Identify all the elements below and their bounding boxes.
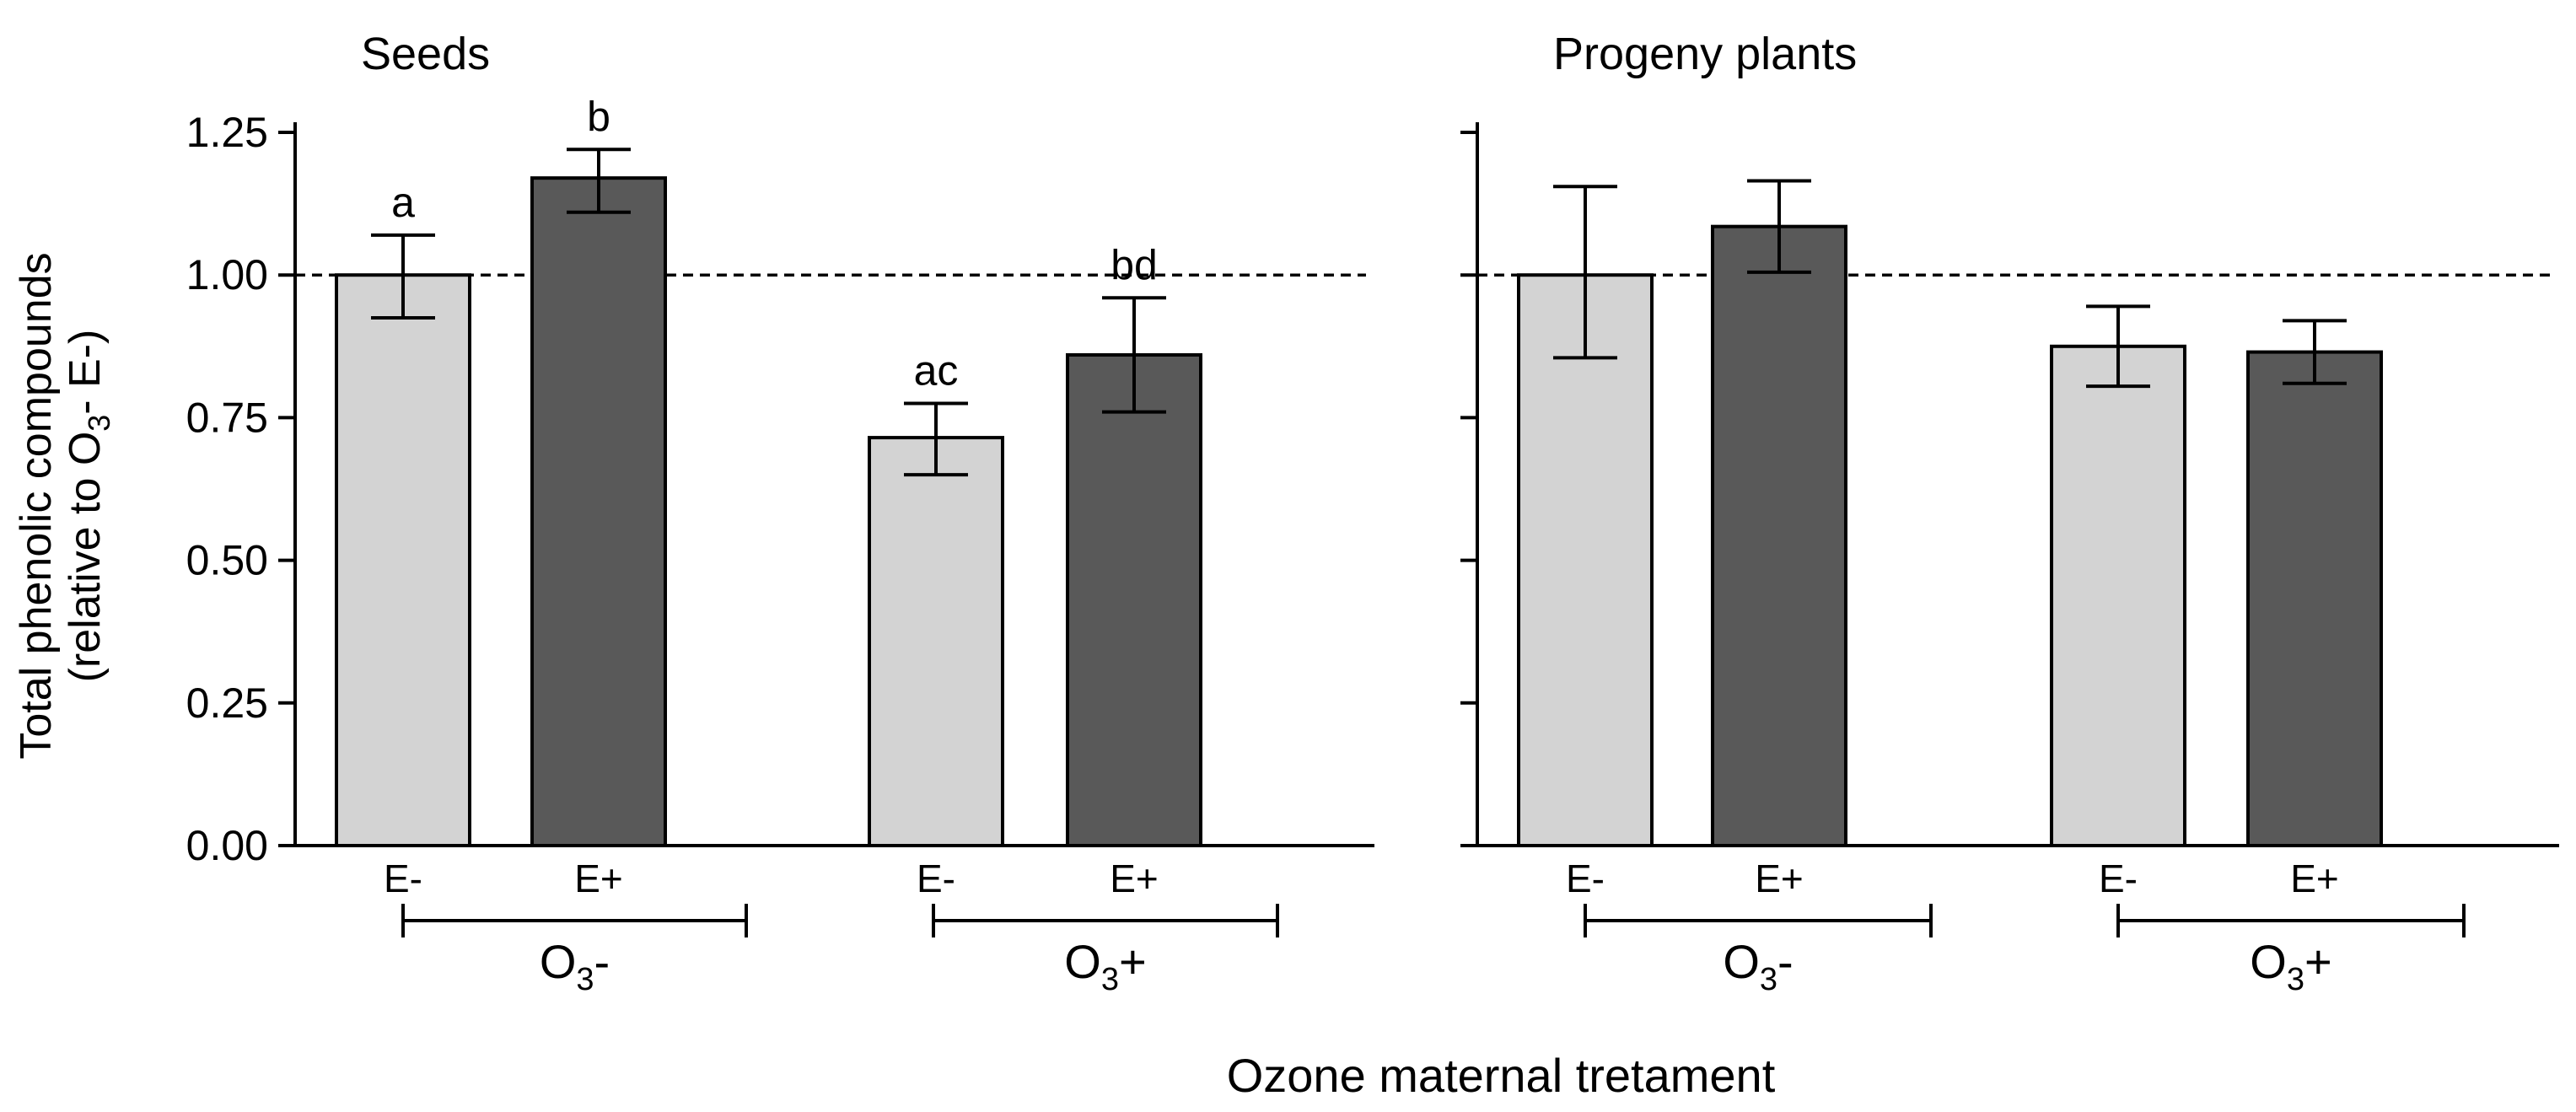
y-tick-label: 0.00: [186, 822, 268, 869]
category-label: E+: [574, 857, 623, 900]
panel-title-progeny: Progeny plants: [1553, 29, 1857, 79]
bar: [530, 176, 667, 848]
panel-seeds: 0.00 0.25 0.50 0.75 1.00 1.25 a E-b E+ O3- ac E-bd E…: [186, 93, 1374, 997]
category-label: E-: [384, 857, 422, 900]
y-tick-label: 0.25: [186, 680, 268, 727]
significance-letter: bd: [1111, 241, 1158, 288]
y-tick-label: 1.25: [186, 109, 268, 156]
category-label: E-: [1566, 857, 1605, 900]
y-tick-label: 0.50: [186, 537, 268, 584]
significance-letter: b: [587, 93, 610, 140]
x-axis-label: Ozone maternal tretament: [1227, 1049, 1776, 1102]
y-axis-label-line1: Total phenolic compounds: [12, 252, 61, 759]
bar: [1066, 352, 1202, 847]
panel-progeny: E- E+ O3- E- E+ O3+: [1460, 122, 2559, 997]
category-label: E+: [1110, 857, 1159, 900]
y-axis-label: Total phenolic compounds (relative to O3…: [12, 252, 116, 759]
group-label: O3+: [2250, 935, 2331, 997]
y-axis-label-line2: (relative to O3- E-): [61, 330, 116, 683]
category-label: E-: [917, 857, 955, 900]
y-axis-label-line2-suffix: - E-): [61, 330, 110, 415]
group-label: O3-: [1723, 935, 1793, 997]
bar: [1711, 224, 1847, 847]
bar: [1517, 273, 1654, 847]
category-label: E+: [2290, 857, 2339, 900]
bar: [2246, 350, 2383, 847]
significance-letter: ac: [914, 346, 959, 394]
category-label: E+: [1755, 857, 1804, 900]
y-axis-label-line2-prefix: (relative to O: [61, 432, 110, 683]
bar: [868, 436, 1004, 847]
y-tick-label: 1.00: [186, 251, 268, 298]
group-label: O3-: [540, 935, 610, 997]
plot-layer: 0.00 0.25 0.50 0.75 1.00 1.25 a E-b E+ O3- ac E-bd E…: [186, 93, 2559, 997]
significance-letter: a: [391, 179, 415, 226]
y-tick-label: 0.75: [186, 394, 268, 441]
group-label: O3+: [1064, 935, 1146, 997]
category-label: E-: [2099, 857, 2138, 900]
y-axis-label-line2-sub: 3: [82, 415, 116, 432]
bar: [2050, 344, 2186, 847]
panel-title-seeds: Seeds: [361, 29, 490, 79]
bar: [335, 273, 471, 847]
